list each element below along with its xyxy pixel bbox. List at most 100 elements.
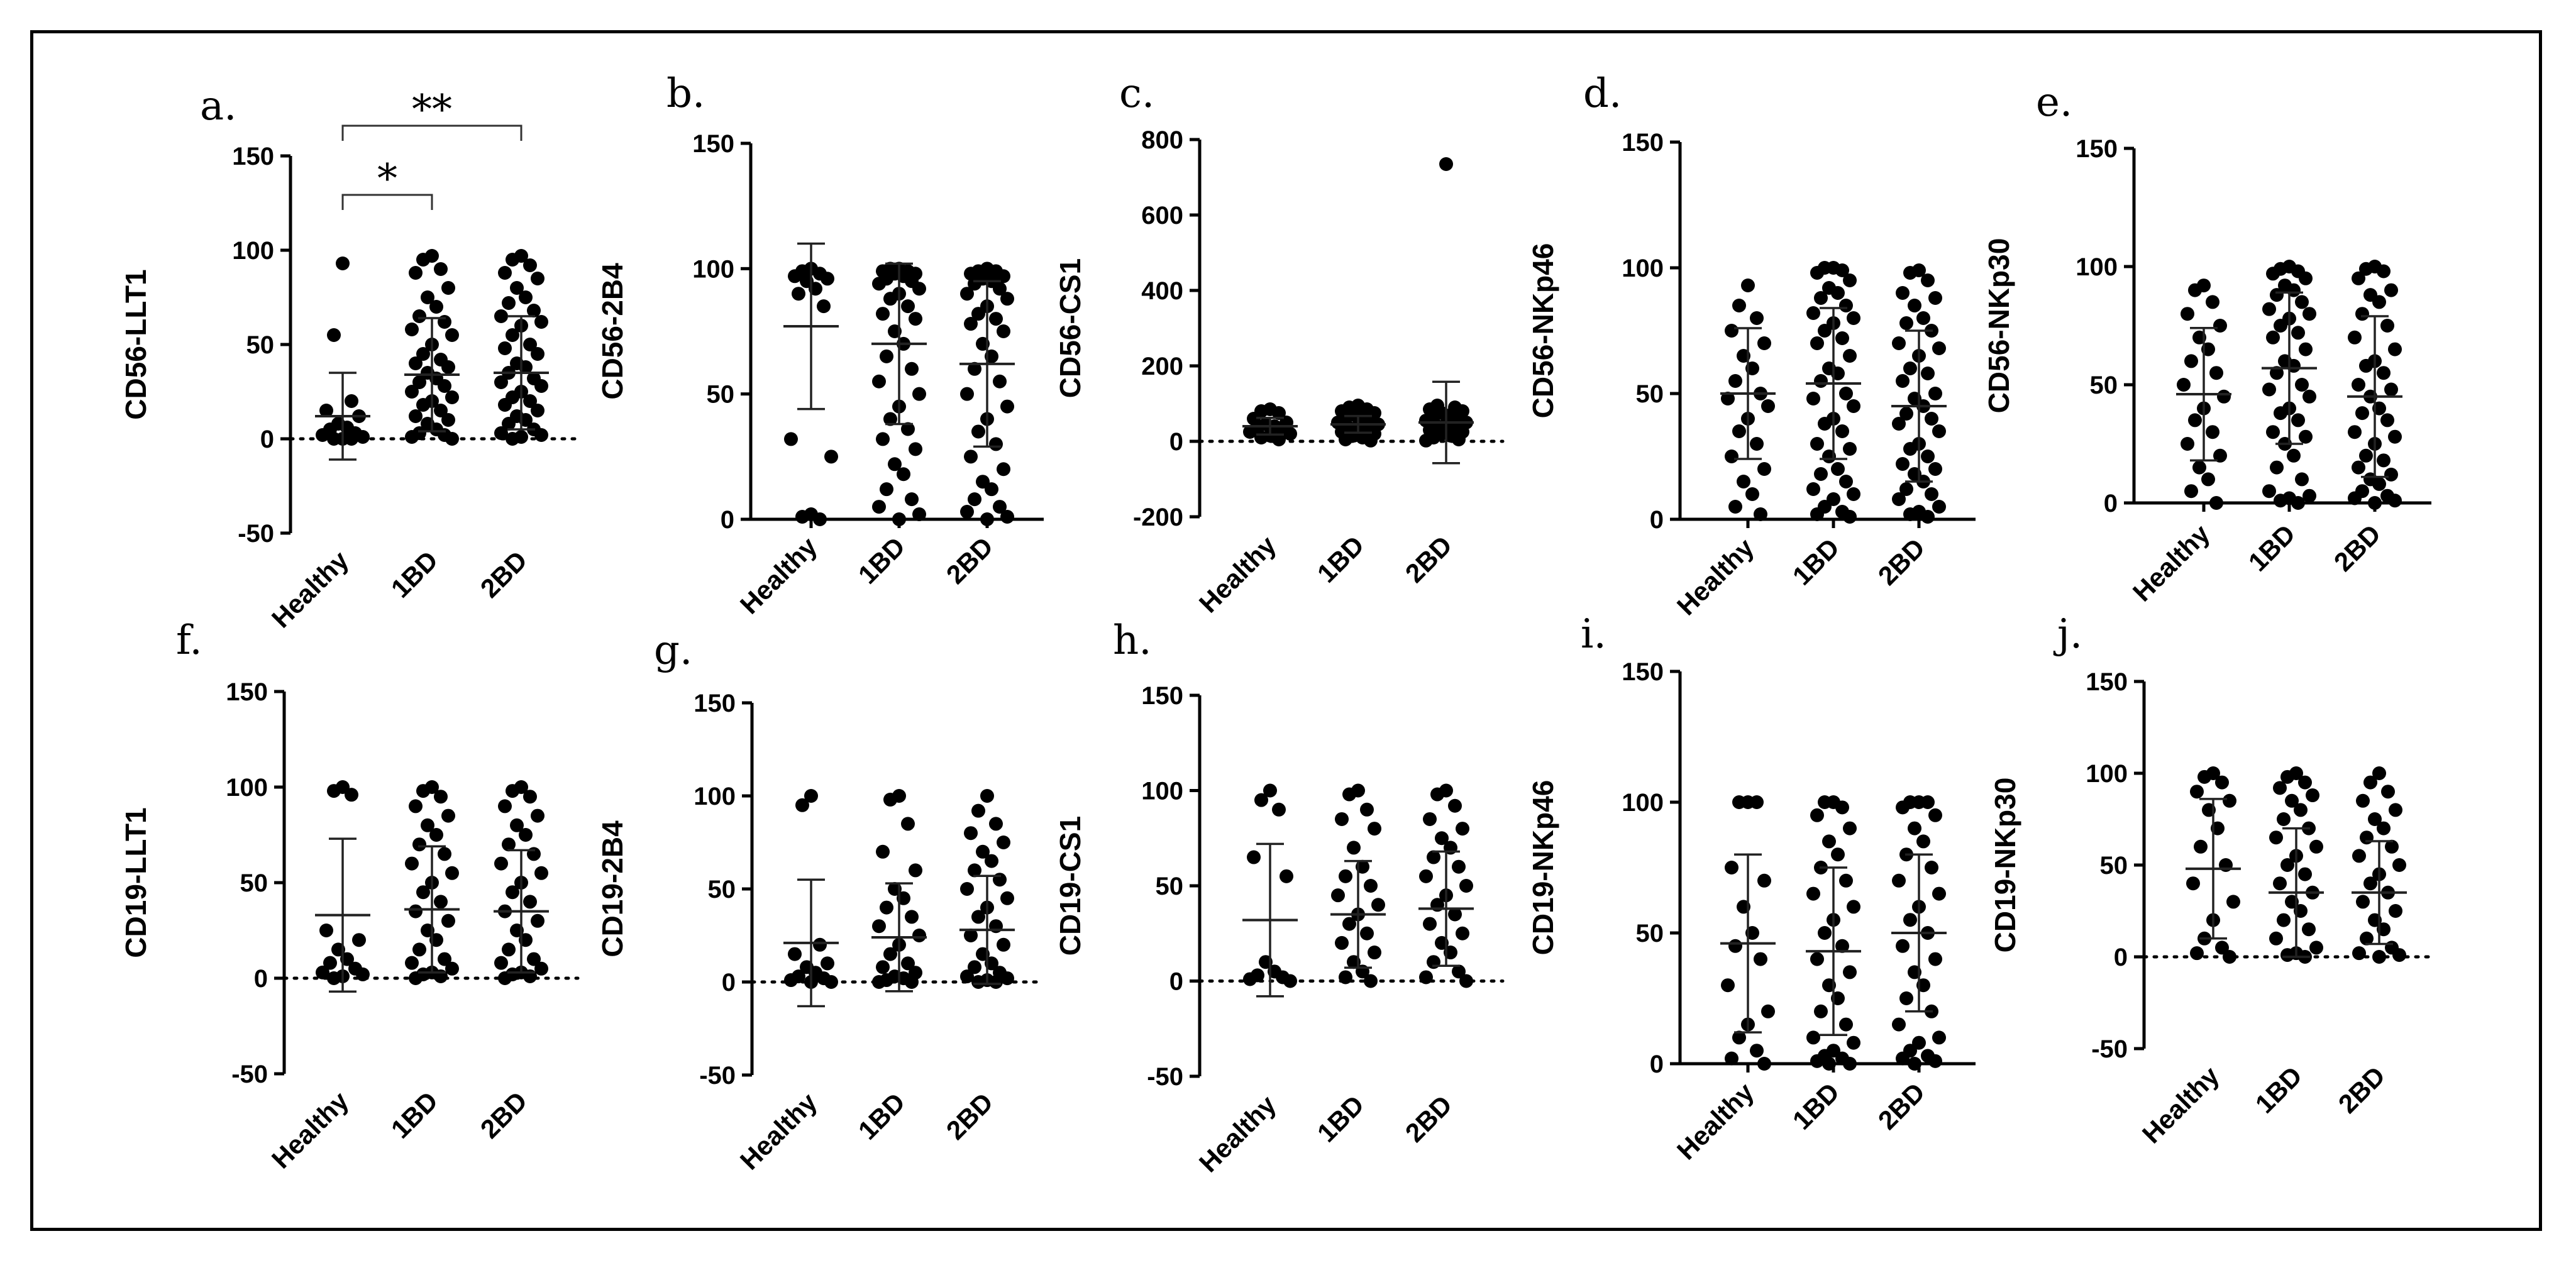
y-axis-label: CD19-NKp46	[1527, 780, 1559, 956]
data-point	[976, 844, 990, 859]
data-point	[1839, 299, 1853, 312]
data-point	[1459, 974, 1473, 988]
data-point	[788, 947, 802, 961]
data-point	[531, 913, 544, 928]
y-tick-label: 0	[254, 965, 268, 993]
data-point	[1896, 800, 1910, 815]
data-point	[345, 788, 358, 802]
data-point	[1368, 946, 1381, 960]
data-point	[1847, 399, 1860, 413]
data-point	[1728, 939, 1742, 953]
data-point	[960, 287, 974, 301]
data-point	[438, 847, 451, 861]
data-point	[1810, 808, 1824, 822]
x-category-label: 1BD	[1787, 532, 1845, 591]
x-category-label: 2BD	[1400, 1089, 1458, 1148]
data-point	[2355, 307, 2369, 321]
data-point	[1335, 935, 1349, 950]
data-point	[2368, 812, 2382, 826]
data-point	[438, 952, 451, 966]
y-tick-label: 50	[1636, 920, 1664, 947]
data-point	[2389, 803, 2402, 817]
data-point	[971, 424, 985, 439]
data-point	[1728, 500, 1742, 514]
data-point	[527, 304, 541, 317]
x-category-label: 1BD	[1312, 530, 1370, 588]
x-category-label: 1BD	[2250, 1061, 2308, 1119]
data-point	[997, 836, 1010, 849]
y-tick-label: 0	[260, 426, 274, 453]
data-point	[2181, 437, 2194, 451]
panel-letter: c.	[1119, 70, 1154, 117]
data-point	[2186, 876, 2200, 891]
data-point	[2385, 839, 2399, 854]
data-point	[1423, 812, 1437, 826]
data-point	[1761, 1004, 1775, 1018]
data-point	[506, 253, 519, 267]
y-tick-label: 50	[708, 876, 736, 903]
y-tick-label: -50	[2091, 1035, 2128, 1063]
data-point	[445, 866, 459, 880]
data-point	[909, 442, 922, 456]
x-category-label: 2BD	[475, 1086, 533, 1144]
data-point	[1818, 795, 1832, 809]
data-point	[1896, 457, 1910, 471]
data-point	[2201, 472, 2215, 487]
y-tick-label: 50	[2090, 372, 2118, 399]
data-point	[1818, 926, 1832, 940]
data-point	[883, 292, 897, 306]
data-point	[1364, 879, 1378, 893]
data-point	[1745, 487, 1759, 501]
data-point	[2384, 283, 2398, 297]
data-point	[2363, 775, 2377, 790]
y-tick-label: 0	[1169, 968, 1183, 996]
y-tick-label: 100	[2086, 760, 2128, 788]
data-point	[1725, 861, 1739, 874]
y-tick-label: 150	[1622, 129, 1664, 157]
data-point	[784, 432, 798, 446]
panel-f: f. CD19-LLT1 -50 0 50 100 150 Healthy 1BD 2BD	[119, 617, 580, 1174]
data-point	[880, 900, 893, 915]
data-point	[405, 956, 419, 970]
data-point	[964, 449, 978, 464]
data-point	[1339, 970, 1352, 984]
data-point	[1728, 374, 1742, 388]
data-point	[502, 942, 516, 957]
data-point	[813, 937, 827, 952]
data-point	[2372, 295, 2386, 309]
data-point	[905, 361, 919, 376]
data-point	[872, 500, 886, 514]
x-category-label: Healthy	[734, 1087, 823, 1176]
data-point	[494, 309, 508, 323]
data-point	[1000, 510, 1014, 524]
panel-letter: i.	[1581, 611, 1606, 658]
data-point	[527, 952, 541, 966]
data-point	[2262, 484, 2276, 499]
data-point	[1754, 507, 1767, 521]
y-tick-label: 100	[226, 774, 268, 802]
data-point	[971, 975, 985, 989]
y-axis-label: CD56-NKp30	[1982, 238, 2015, 414]
data-point	[989, 817, 1003, 831]
data-point	[1892, 492, 1906, 506]
data-point	[445, 432, 459, 446]
data-point	[2280, 769, 2294, 784]
data-point	[993, 374, 1007, 389]
data-point	[1419, 970, 1433, 984]
data-point	[1839, 1017, 1853, 1032]
data-point	[409, 409, 423, 423]
y-tick-label: 100	[694, 783, 736, 810]
data-point	[1932, 1030, 1946, 1045]
data-point	[1835, 263, 1849, 277]
data-point	[434, 262, 448, 276]
data-point	[1456, 822, 1469, 836]
data-point	[2280, 858, 2294, 872]
data-point	[1814, 1004, 1828, 1018]
data-point	[2299, 271, 2313, 285]
data-point	[2262, 382, 2276, 397]
data-point	[872, 919, 886, 934]
data-point	[2262, 302, 2276, 316]
data-point	[2274, 406, 2287, 421]
data-point	[989, 437, 1003, 451]
data-point	[519, 290, 533, 304]
